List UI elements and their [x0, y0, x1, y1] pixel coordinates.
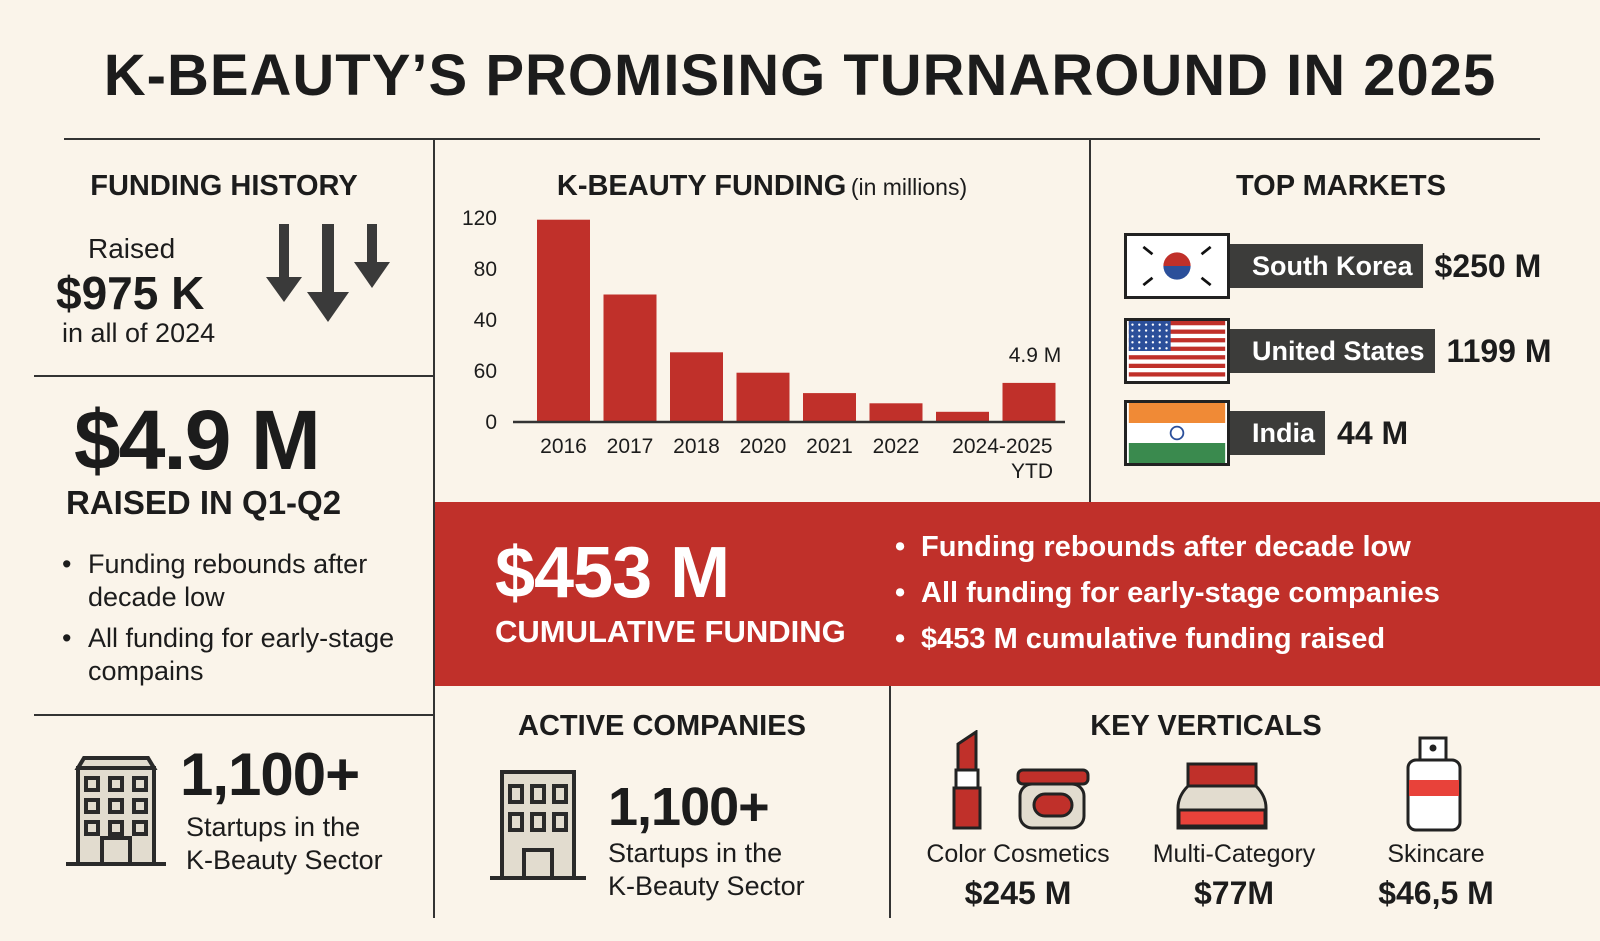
- cumulative-amount: $453 M: [495, 533, 730, 613]
- divider: [1089, 138, 1091, 502]
- market-value: 44 M: [1337, 414, 1409, 451]
- vertical-value: $46,5 M: [1378, 875, 1494, 911]
- bullet: All funding for early-stage companies: [895, 570, 1440, 616]
- bar-2017: [603, 294, 657, 422]
- divider: [889, 686, 891, 918]
- x-tick-label: 2020: [740, 435, 787, 458]
- flag-icon: [1124, 233, 1230, 299]
- divider: [34, 714, 434, 716]
- market-country: South Korea: [1230, 244, 1423, 288]
- flag-icon: [1124, 400, 1230, 466]
- vertical-item: Color Cosmetics $245 M: [908, 840, 1128, 912]
- vertical-value: $245 M: [964, 875, 1072, 911]
- market-value: 1199 M: [1446, 332, 1552, 369]
- y-tick-label: 40: [474, 309, 497, 332]
- x-tick-label: 2017: [607, 435, 654, 458]
- market-item: India 44 M: [1124, 400, 1408, 466]
- q-amount: $4.9 M: [74, 393, 321, 487]
- market-country: India: [1230, 411, 1326, 455]
- market-value: $250 M: [1434, 247, 1542, 284]
- x-tick-label: 2024-2025: [952, 435, 1052, 458]
- bar-YTD: [1002, 382, 1056, 422]
- bar-2018: [670, 352, 723, 422]
- vertical-name: Multi-Category: [1152, 840, 1316, 868]
- cream-jar-icon: [1176, 762, 1268, 830]
- vertical-item: Multi-Category $77M: [1124, 840, 1344, 912]
- raised-amount: $975 K: [56, 267, 205, 319]
- chart-title: K-BEAUTY FUNDING: [556, 170, 847, 202]
- divider: [34, 375, 434, 377]
- bullet: Funding rebounds after decade low: [895, 524, 1440, 570]
- startup-line2: K-Beauty Sector: [186, 845, 383, 875]
- x-tick-label: 2018: [673, 435, 720, 458]
- vertical-item: Skincare $46,5 M: [1326, 840, 1546, 912]
- q-bullets: Funding rebounds after decade low All fu…: [62, 548, 402, 688]
- divider: [433, 138, 435, 918]
- startup-count: 1,100+: [180, 741, 360, 808]
- funding-history-heading: FUNDING HISTORY: [90, 170, 358, 202]
- down-arrows-icon: [266, 224, 390, 322]
- cumulative-label: CUMULATIVE FUNDING: [495, 614, 846, 649]
- x-tick-label: 2021: [806, 435, 853, 458]
- lipstick-compact-icon: [952, 730, 1090, 830]
- building-icon: [66, 756, 166, 866]
- raised-period: in all of 2024: [62, 318, 216, 348]
- x-tick-label: 2022: [873, 435, 920, 458]
- bullet: $453 M cumulative funding raised: [895, 616, 1440, 662]
- page-title: K-BEAUTY’S PROMISING TURNAROUND IN 2025: [103, 43, 1497, 108]
- y-tick-label: 0: [485, 411, 497, 434]
- x-tick-label: 2016: [540, 435, 587, 458]
- cumulative-banner: $453 M CUMULATIVE FUNDING Funding reboun…: [435, 502, 1600, 686]
- flag-icon: [1124, 318, 1230, 384]
- chart-subtitle: (in millions): [850, 174, 968, 200]
- top-markets-heading: TOP MARKETS: [1235, 170, 1446, 202]
- bar-2016: [537, 219, 590, 422]
- bar-2020: [736, 372, 790, 422]
- startup-line1: Startups in the: [186, 812, 361, 842]
- divider: [64, 138, 1540, 140]
- y-tick-label: 120: [462, 207, 497, 230]
- bar-2021: [803, 393, 856, 422]
- skincare-bottle-icon: [1406, 736, 1462, 832]
- vertical-value: $77M: [1193, 875, 1275, 911]
- banner-bullets: Funding rebounds after decade low All fu…: [895, 524, 1440, 662]
- active-count: 1,100+: [608, 777, 770, 837]
- active-line2: K-Beauty Sector: [608, 871, 805, 901]
- market-item: United States 1199 M: [1124, 318, 1552, 384]
- building-icon: [490, 770, 586, 880]
- y-tick-label: 60: [474, 360, 497, 383]
- bullet: All funding for early-stage compains: [62, 622, 402, 688]
- key-verticals-heading: KEY VERTICALS: [1090, 710, 1322, 742]
- vertical-name: Skincare: [1387, 840, 1485, 868]
- y-tick-label: 80: [474, 258, 497, 281]
- bar-2022: [869, 403, 923, 422]
- bar-2024-2025: [936, 411, 989, 422]
- x-tick-label: YTD: [1011, 460, 1053, 483]
- active-companies-heading: ACTIVE COMPANIES: [518, 710, 806, 742]
- funding-bar-chart: 120 80 40 60 0 2016 2017 2018 2020 2021 2022 2024-2…: [462, 207, 1065, 483]
- chart-title-row: K-BEAUTY FUNDING (in millions): [435, 170, 1089, 203]
- market-item: South Korea $250 M: [1124, 233, 1541, 299]
- active-line1: Startups in the: [608, 838, 783, 868]
- bar-annotation: 4.9 M: [1009, 344, 1062, 367]
- raised-label: Raised: [88, 233, 176, 264]
- market-country: United States: [1230, 329, 1435, 373]
- bullet: Funding rebounds after decade low: [62, 548, 402, 614]
- vertical-name: Color Cosmetics: [926, 840, 1110, 868]
- q-label: RAISED IN Q1-Q2: [66, 484, 342, 521]
